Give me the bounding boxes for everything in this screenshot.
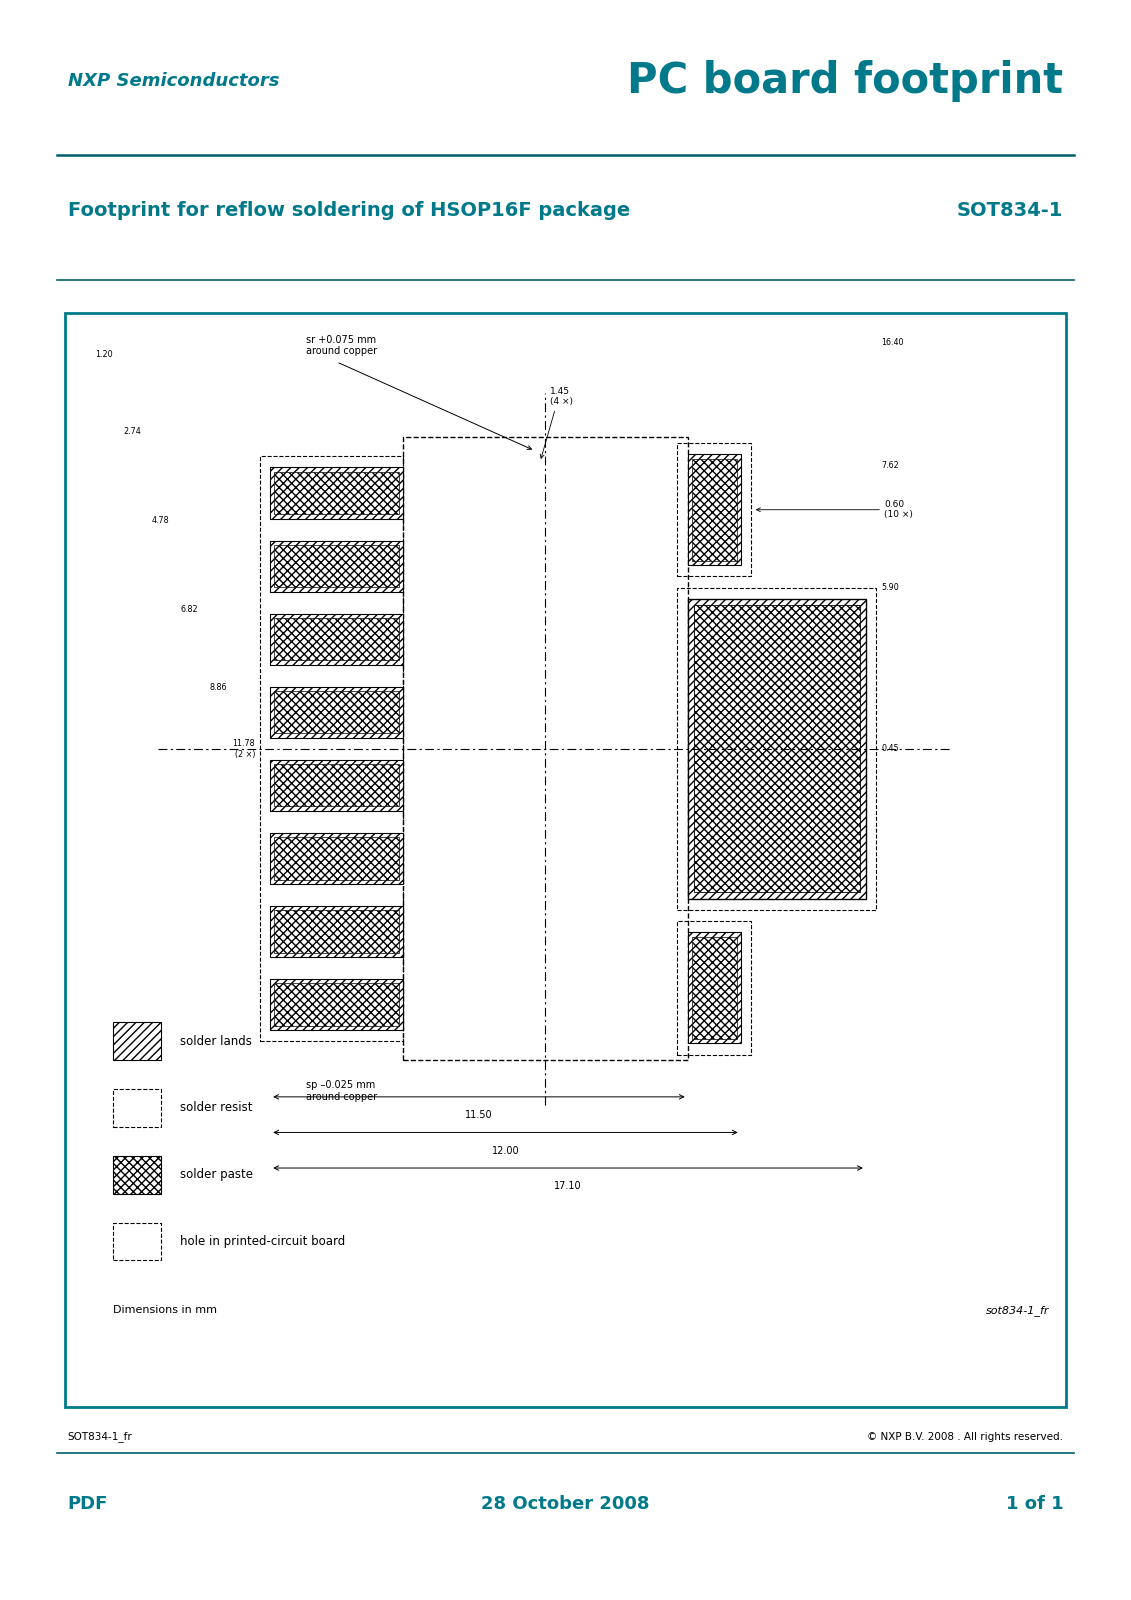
Bar — [113, 1155, 162, 1194]
Text: PDF: PDF — [68, 1496, 109, 1514]
Text: hole in printed-circuit board: hole in printed-circuit board — [180, 1235, 345, 1248]
Text: NXP Semiconductors: NXP Semiconductors — [68, 72, 279, 90]
Text: solder lands: solder lands — [180, 1035, 251, 1048]
Text: 12.00: 12.00 — [492, 1146, 519, 1155]
Text: sp –0.025 mm
around copper: sp –0.025 mm around copper — [305, 1080, 377, 1102]
Text: Footprint for reflow soldering of HSOP16F package: Footprint for reflow soldering of HSOP16… — [68, 202, 630, 221]
Bar — [275, 984, 398, 1026]
Text: 4.78: 4.78 — [152, 517, 170, 525]
Text: 17.10: 17.10 — [554, 1181, 581, 1192]
Bar — [270, 686, 403, 738]
Text: 16.40: 16.40 — [881, 339, 904, 347]
Text: sot834-1_fr: sot834-1_fr — [985, 1306, 1050, 1315]
Text: 11.50: 11.50 — [465, 1110, 493, 1120]
Bar — [403, 437, 688, 1061]
Bar — [275, 837, 398, 880]
Bar — [275, 546, 398, 587]
Text: sr +0.075 mm
around copper: sr +0.075 mm around copper — [305, 334, 377, 357]
Bar — [113, 1090, 162, 1126]
Bar — [677, 443, 751, 576]
Text: 0.45: 0.45 — [881, 744, 899, 754]
Bar — [270, 906, 403, 957]
Bar — [260, 456, 403, 1042]
Text: 11.78
(2 ×): 11.78 (2 ×) — [232, 739, 256, 758]
Bar — [677, 587, 875, 910]
Text: solder paste: solder paste — [180, 1168, 252, 1181]
Text: 5.90: 5.90 — [881, 582, 899, 592]
Text: PC board footprint: PC board footprint — [627, 59, 1063, 102]
Text: 8.86: 8.86 — [209, 683, 226, 693]
Bar — [692, 459, 736, 562]
Text: solder resist: solder resist — [180, 1101, 252, 1115]
Text: SOT834-1: SOT834-1 — [957, 202, 1063, 221]
Bar — [270, 760, 403, 811]
Bar — [113, 1222, 162, 1261]
Text: 2.74: 2.74 — [123, 427, 141, 437]
Text: 0.60
(10 ×): 0.60 (10 ×) — [884, 501, 913, 520]
Bar — [270, 979, 403, 1030]
Bar — [677, 922, 751, 1054]
Text: 6.82: 6.82 — [181, 605, 198, 614]
Bar — [275, 472, 398, 514]
Text: 7.62: 7.62 — [881, 461, 899, 470]
Bar — [275, 765, 398, 806]
Text: Dimensions in mm: Dimensions in mm — [113, 1306, 216, 1315]
Text: 1.45
(4 ×): 1.45 (4 ×) — [551, 387, 573, 406]
Text: 1 of 1: 1 of 1 — [1005, 1496, 1063, 1514]
Text: 28 October 2008: 28 October 2008 — [482, 1496, 649, 1514]
Bar — [270, 614, 403, 664]
Bar — [688, 598, 866, 899]
Bar — [275, 910, 398, 952]
Bar — [692, 936, 736, 1038]
Bar — [270, 834, 403, 883]
Bar — [688, 933, 741, 1043]
Text: 1.20: 1.20 — [95, 349, 112, 358]
Bar — [270, 467, 403, 518]
Bar — [693, 605, 860, 893]
Text: © NXP B.V. 2008 . All rights reserved.: © NXP B.V. 2008 . All rights reserved. — [867, 1432, 1063, 1442]
Bar — [275, 691, 398, 733]
Bar — [270, 541, 403, 592]
Bar — [275, 618, 398, 661]
Bar — [688, 454, 741, 565]
Text: SOT834-1_fr: SOT834-1_fr — [68, 1430, 132, 1442]
Bar — [113, 1022, 162, 1061]
